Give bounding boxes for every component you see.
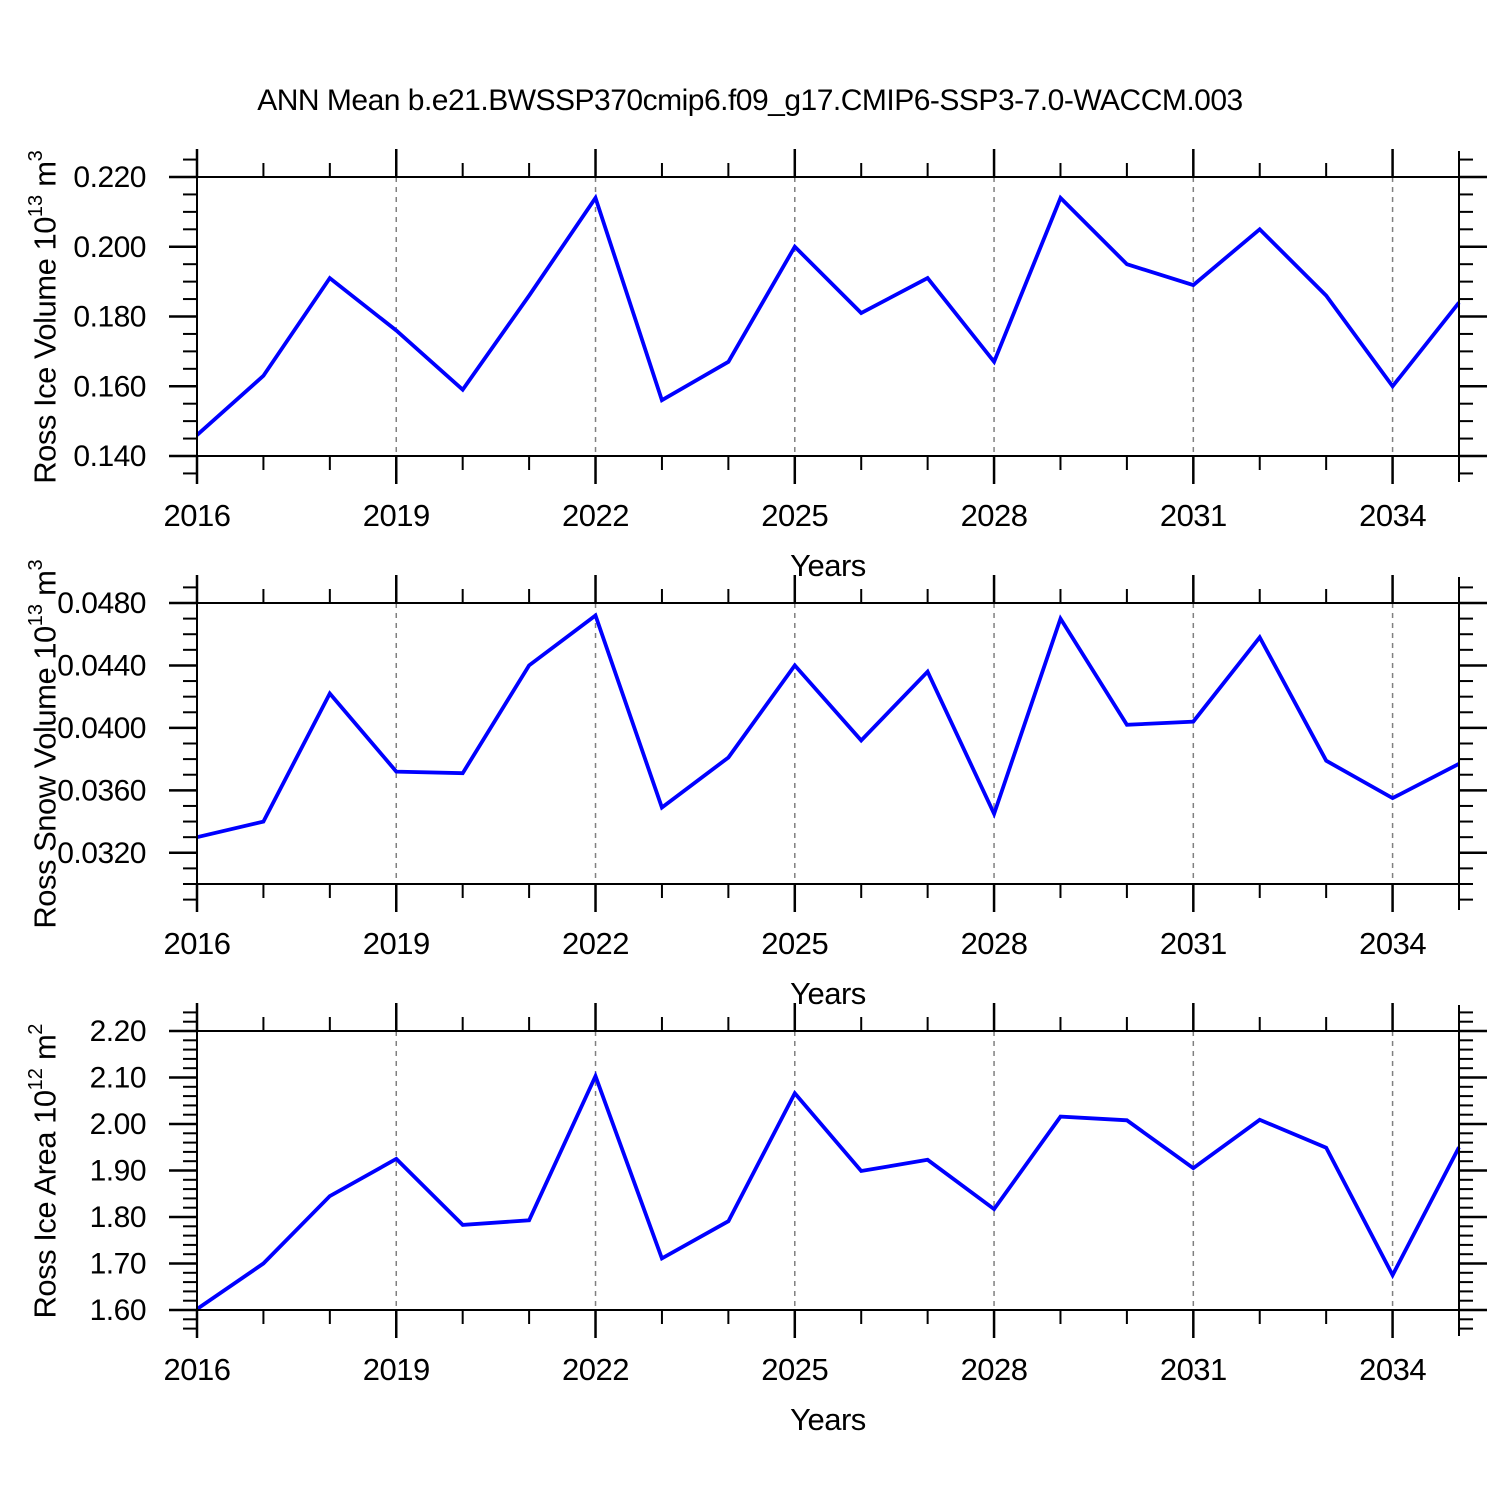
- x-tick-label: 2025: [761, 1352, 828, 1387]
- y-tick-label: 0.180: [73, 301, 146, 334]
- chart-3: 1.60 1.70 1.80 1.90 2.00 2.10 2.20 2016 2019 2022…: [90, 1003, 1487, 1387]
- x-tick-label: 2028: [961, 926, 1028, 961]
- x-tick-label: 2028: [961, 1352, 1028, 1387]
- y-axis-title-superscript: 13: [25, 603, 47, 626]
- x-axis-title-years-3: Years: [790, 1402, 866, 1437]
- y-axis-title-text: Ross Ice Area 10: [27, 1089, 63, 1318]
- y-tick-label: 0.0320: [57, 837, 146, 870]
- y-tick-label: 1.60: [90, 1294, 146, 1327]
- x-tick-label: 2016: [164, 1352, 231, 1387]
- x-tick-label: 2034: [1359, 498, 1426, 533]
- y-tick-label: 0.160: [73, 370, 146, 403]
- y-tick-label: 0.0440: [57, 649, 146, 682]
- plot-box: [196, 1030, 1460, 1311]
- y-axis-title-superscript: 3: [25, 558, 47, 571]
- plot-box: [196, 176, 1460, 457]
- y-tick-label: 0.0360: [57, 774, 146, 807]
- y-tick-label: 1.90: [90, 1155, 146, 1188]
- y-tick-label: 0.0400: [57, 712, 146, 745]
- y-tick-label: 1.70: [90, 1248, 146, 1281]
- y-axis-title-text: m: [27, 160, 63, 195]
- x-tick-label: 2031: [1160, 498, 1227, 533]
- x-tick-label: 2031: [1160, 1352, 1227, 1387]
- y-axis-title-text: Ross Snow Volume 10: [27, 625, 63, 929]
- x-tick-label: 2025: [761, 498, 828, 533]
- y-tick-label: 2.00: [90, 1108, 146, 1141]
- y-tick-label: 1.80: [90, 1201, 146, 1234]
- y-axis-title-superscript: 2: [25, 1023, 47, 1035]
- x-tick-label: 2022: [562, 926, 629, 961]
- data-line: [195, 1071, 1461, 1311]
- x-tick-label: 2019: [363, 926, 430, 961]
- y-axis-title-superscript: 13: [25, 194, 47, 217]
- x-tick-label: 2028: [961, 498, 1028, 533]
- y-tick-label: 0.220: [73, 161, 146, 194]
- y-axis-title-text: m: [27, 1034, 63, 1068]
- chart-2: 0.0320 0.0360 0.0400 0.0440 0.0480 2016 2019 20…: [57, 575, 1487, 961]
- y-tick-label: 0.140: [73, 440, 146, 473]
- x-axis-title-years-2: Years: [790, 976, 866, 1011]
- x-tick-label: 2034: [1359, 926, 1426, 961]
- y-axis-title-text: Ross Ice Volume 10: [27, 216, 63, 484]
- figure-title: ANN Mean b.e21.BWSSP370cmip6.f09_g17.CMI…: [257, 84, 1243, 117]
- y-tick-label: 0.0480: [57, 587, 146, 620]
- x-axis-title-years-1: Years: [790, 548, 866, 583]
- y-axis-title-superscript: 12: [25, 1067, 47, 1090]
- chart-1: 0.140 0.160 0.180 0.200 0.220 2016 2019 2022 202…: [73, 149, 1487, 533]
- data-line: [196, 612, 1460, 840]
- x-tick-label: 2025: [761, 926, 828, 961]
- y-tick-label: 0.200: [73, 231, 146, 264]
- y-tick-label: 2.20: [90, 1015, 146, 1048]
- x-tick-label: 2031: [1160, 926, 1227, 961]
- plot-box: [196, 602, 1460, 885]
- x-tick-label: 2022: [562, 1352, 629, 1387]
- x-tick-label: 2022: [562, 498, 629, 533]
- y-tick-label: 2.10: [90, 1062, 146, 1095]
- x-tick-label: 2016: [164, 498, 231, 533]
- y-axis-title-superscript: 3: [25, 149, 47, 161]
- x-tick-label: 2019: [363, 1352, 430, 1387]
- x-tick-label: 2034: [1359, 1352, 1426, 1387]
- x-tick-label: 2016: [164, 926, 231, 961]
- y-axis-title-text: m: [27, 570, 63, 604]
- x-tick-label: 2019: [363, 498, 430, 533]
- y-axis-title-ice-area: Ross Ice Area 1012 m2: [17, 891, 63, 1451]
- data-line: [195, 193, 1461, 437]
